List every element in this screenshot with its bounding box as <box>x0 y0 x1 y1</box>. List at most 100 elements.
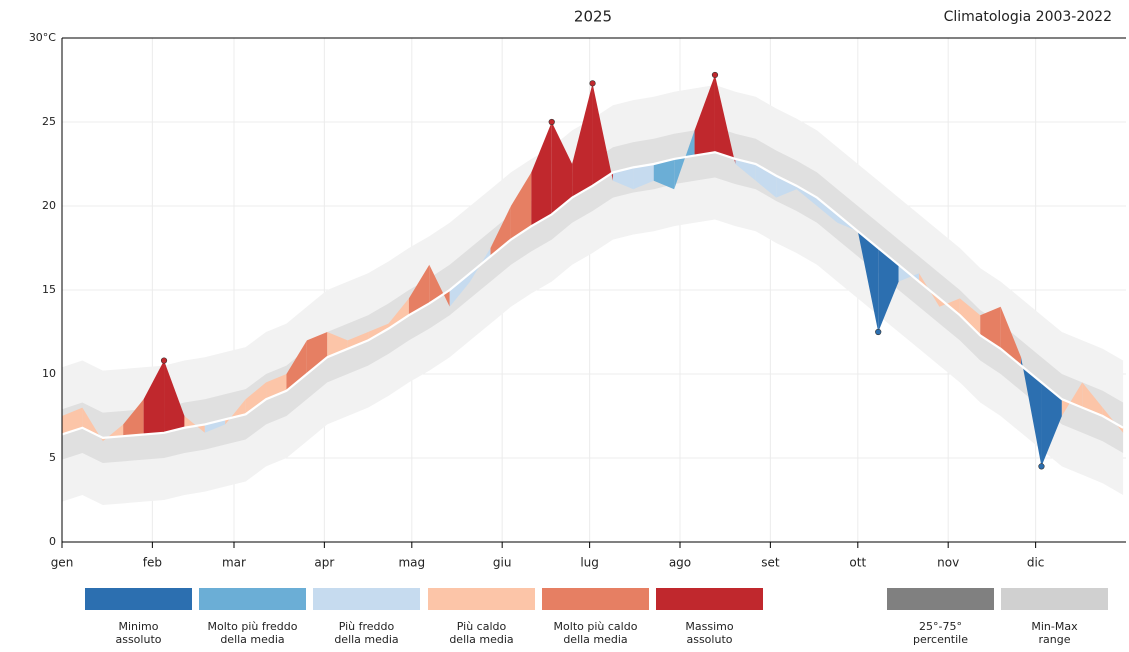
x-tick-label: lug <box>580 556 599 570</box>
anomaly-fill <box>959 298 981 336</box>
legend-label: Più caldo <box>457 620 507 633</box>
x-tick-label: mar <box>222 556 246 570</box>
y-tick-label: 20 <box>42 199 56 212</box>
anomaly-fill <box>817 197 838 223</box>
chart-title: 2025 <box>574 8 612 26</box>
legend-label: percentile <box>913 633 968 646</box>
legend-swatch <box>887 588 994 610</box>
record-point <box>548 118 555 126</box>
record-point <box>875 328 882 336</box>
mean-line <box>61 151 1124 439</box>
x-tick-label: dic <box>1027 556 1045 570</box>
anomaly-fill <box>470 248 491 282</box>
y-tick-label: 0 <box>49 535 56 548</box>
anomaly-fill <box>184 416 205 433</box>
anomaly-fill <box>164 360 185 433</box>
anomaly-fill <box>674 130 695 190</box>
anomaly-fill <box>327 332 348 358</box>
legend-swatch <box>428 588 535 610</box>
min-max-band <box>62 85 1124 506</box>
anomaly-fill <box>1021 357 1042 467</box>
x-tick-label: gen <box>51 556 74 570</box>
anomaly-fill <box>82 407 103 442</box>
legend-swatch <box>542 588 649 610</box>
y-tick-label: 5 <box>49 451 56 464</box>
anomaly-fill <box>510 172 532 240</box>
legend-label: Massimo <box>685 620 733 633</box>
legend-label: della media <box>334 633 398 646</box>
legend-label: Min-Max <box>1031 620 1078 633</box>
anomaly-fill <box>429 264 450 307</box>
legend-label: Molto più freddo <box>208 620 298 633</box>
anomaly-fill <box>102 424 124 442</box>
y-tick-label: 15 <box>42 283 56 296</box>
legend-swatch <box>313 588 420 610</box>
legend-label: range <box>1039 633 1071 646</box>
x-tick-label: ott <box>849 556 866 570</box>
x-tick-label: nov <box>937 556 959 570</box>
legend-label: della media <box>449 633 513 646</box>
anomaly-fill <box>776 175 797 198</box>
anomaly-fill <box>347 332 369 349</box>
y-tick-label: 30°C <box>29 31 56 44</box>
anomaly-fill <box>1061 382 1083 416</box>
record-point <box>1038 463 1045 470</box>
legend-label: Molto più caldo <box>554 620 638 633</box>
anomaly-fill <box>266 374 287 400</box>
anomaly-fill <box>694 74 715 156</box>
legend-label: 25°-75° <box>919 620 962 633</box>
anomaly-fill <box>735 158 756 181</box>
anomaly-fill <box>1000 306 1022 366</box>
anomaly-fill <box>123 399 144 437</box>
anomaly-fill <box>531 122 552 227</box>
legend-swatch <box>1001 588 1108 610</box>
anomaly-fill <box>408 264 430 316</box>
anomaly-fill <box>1102 407 1124 433</box>
legend-label: Minimo <box>118 620 158 633</box>
anomaly-fill <box>388 298 409 329</box>
anomaly-fill <box>592 83 613 186</box>
x-tick-label: apr <box>314 556 334 570</box>
anomaly-fill <box>857 231 879 332</box>
anomaly-fill <box>919 273 940 307</box>
legend-swatch <box>199 588 306 610</box>
anomaly-fill <box>245 382 267 415</box>
anomaly-fill <box>551 122 573 215</box>
anomaly-fill <box>449 273 471 307</box>
anomaly-fill <box>204 419 226 433</box>
legend-label: assoluto <box>686 633 732 646</box>
legend-swatch <box>85 588 192 610</box>
anomaly-fill <box>572 83 593 198</box>
record-point <box>589 80 596 87</box>
anomaly-fill <box>653 158 675 190</box>
legend-label: della media <box>220 633 284 646</box>
anomaly-fill <box>143 360 165 435</box>
legend-label: assoluto <box>115 633 161 646</box>
x-tick-label: ago <box>669 556 691 570</box>
anomaly-fill <box>714 74 736 164</box>
anomaly-fill <box>633 164 654 190</box>
record-point <box>160 357 168 364</box>
anomaly-fill <box>306 332 328 374</box>
record-point <box>711 71 719 79</box>
x-tick-label: feb <box>143 556 162 570</box>
anomaly-fill <box>225 399 246 425</box>
anomaly-fill <box>755 164 777 198</box>
anomaly-fill <box>1041 382 1062 467</box>
chart-subtitle: Climatologia 2003-2022 <box>944 9 1112 25</box>
anomaly-fill <box>62 407 83 435</box>
y-tick-label: 25 <box>42 115 56 128</box>
anomaly-fill <box>612 167 634 190</box>
legend-label: Più freddo <box>339 620 395 633</box>
percentile-band <box>62 127 1124 464</box>
anomaly-fill <box>878 248 899 332</box>
y-tick-label: 10 <box>42 367 56 380</box>
x-tick-label: giu <box>493 556 512 570</box>
legend-swatch <box>656 588 763 610</box>
x-tick-label: mag <box>398 556 425 570</box>
anomaly-fill <box>796 185 818 206</box>
legend-label: della media <box>563 633 627 646</box>
x-tick-label: set <box>761 556 780 570</box>
anomaly-fill <box>1082 382 1103 416</box>
